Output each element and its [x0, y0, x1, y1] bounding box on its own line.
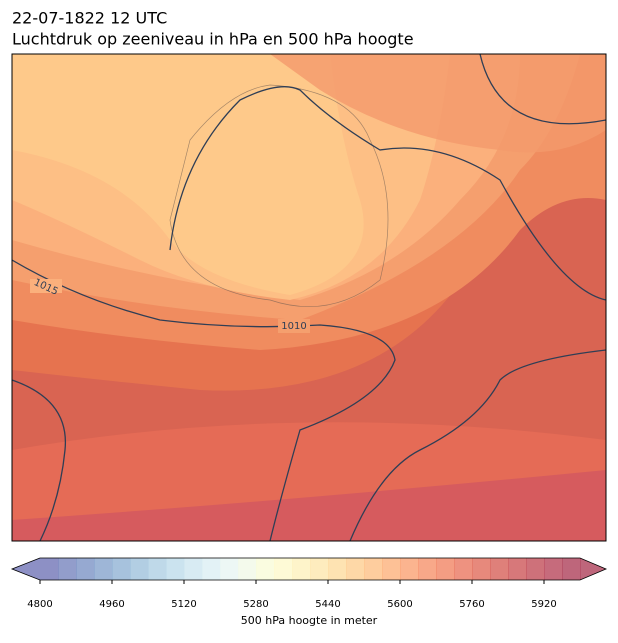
colorbar-box [40, 558, 59, 580]
colorbar-box [526, 558, 545, 580]
title: 22-07-1822 12 UTC [12, 9, 167, 28]
colorbar-box [256, 558, 275, 580]
colorbar-label: 500 hPa hoogte in meter [241, 614, 378, 627]
isobar [12, 379, 67, 541]
colorbar-box [148, 558, 167, 580]
colorbar-tick-label: 4960 [99, 599, 124, 610]
band [12, 54, 364, 295]
colorbar-box [184, 558, 203, 580]
colorbar-tick-label: 4800 [27, 599, 52, 610]
colorbar-box [562, 558, 581, 580]
colorbar-box [310, 558, 329, 580]
colorbar-box [544, 558, 563, 580]
isobar [169, 86, 606, 301]
label-bg [30, 279, 62, 293]
subtitle: Luchtdruk op zeeniveau in hPa en 500 hPa… [12, 30, 414, 49]
colorbar-extend-high [580, 558, 606, 580]
colorbar-box [508, 558, 527, 580]
colorbar-box [346, 558, 365, 580]
band [270, 54, 606, 153]
colorbar-box [238, 558, 257, 580]
isobar [479, 54, 606, 125]
colorbar-box [292, 558, 311, 580]
isobar [12, 259, 396, 541]
colorbar-tick-label: 5440 [315, 599, 340, 610]
colorbar-box [328, 558, 347, 580]
colorbar-box [382, 558, 401, 580]
colorbar-box [436, 558, 455, 580]
colorbar-box [112, 558, 131, 580]
band [12, 470, 606, 541]
colorbar-box [472, 558, 491, 580]
colorbar-tick-label: 5600 [387, 599, 412, 610]
colorbar-box [202, 558, 221, 580]
coastline [169, 84, 389, 308]
colorbar-box [364, 558, 383, 580]
colorbar-extend-low [12, 558, 40, 580]
colorbar-box [490, 558, 509, 580]
label-bg [278, 319, 310, 333]
contour-label: 1010 [281, 321, 306, 332]
colorbar-outline [10, 557, 608, 581]
colorbar-box [58, 558, 77, 580]
colorbar-tick-label: 5280 [243, 599, 268, 610]
isobar [349, 349, 606, 541]
colorbar-tick-label: 5120 [171, 599, 196, 610]
map-frame [11, 53, 607, 542]
colorbar-box [454, 558, 473, 580]
colorbar-box [418, 558, 437, 580]
colorbar-box [220, 558, 239, 580]
colorbar: 4800 4960 5120 5280 5440 5600 5760 5920 500 hPa … [10, 557, 608, 627]
colorbar-box [400, 558, 419, 580]
colorbar-box [94, 558, 113, 580]
colorbar-tick-label: 5760 [459, 599, 484, 610]
colorbar-box [76, 558, 95, 580]
colorbar-box [130, 558, 149, 580]
colorbar-box [274, 558, 293, 580]
colorbar-box [166, 558, 185, 580]
map: 1015 1010 [12, 54, 606, 541]
colorbar-tick-label: 5920 [531, 599, 556, 610]
